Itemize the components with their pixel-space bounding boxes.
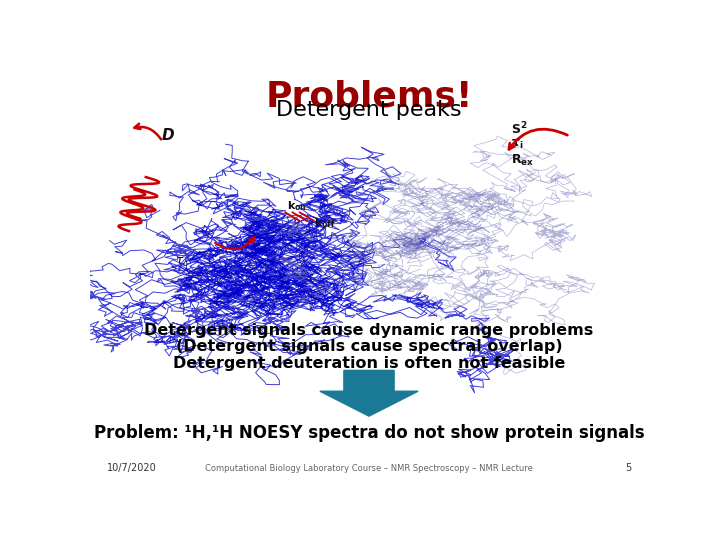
Text: 5: 5 — [625, 463, 631, 473]
Text: $\mathbf{R_{ex}}$: $\mathbf{R_{ex}}$ — [511, 153, 534, 168]
Text: $\mathbf{k_{off}}$: $\mathbf{k_{off}}$ — [313, 216, 336, 229]
Text: $\tau_c$: $\tau_c$ — [175, 256, 189, 269]
Text: Detergent deuteration is often not feasible: Detergent deuteration is often not feasi… — [173, 356, 565, 371]
Polygon shape — [320, 370, 418, 416]
Text: Problems!: Problems! — [265, 79, 473, 113]
Text: $\mathbf{\tau_i}$: $\mathbf{\tau_i}$ — [511, 138, 523, 151]
Text: (Detergent signals cause spectral overlap): (Detergent signals cause spectral overla… — [176, 339, 562, 354]
Text: Detergent signals cause dynamic range problems: Detergent signals cause dynamic range pr… — [145, 322, 593, 338]
Text: 10/7/2020: 10/7/2020 — [107, 463, 156, 473]
Text: D: D — [162, 128, 174, 143]
Text: $\mathbf{S^2}$: $\mathbf{S^2}$ — [511, 121, 528, 138]
Text: Detergent peaks: Detergent peaks — [276, 100, 462, 120]
Text: $\mathbf{k_{on}}$: $\mathbf{k_{on}}$ — [287, 199, 306, 213]
Text: Problem: ¹H,¹H NOESY spectra do not show protein signals: Problem: ¹H,¹H NOESY spectra do not show… — [94, 424, 644, 442]
Text: Computational Biology Laboratory Course – NMR Spectroscopy – NMR Lecture: Computational Biology Laboratory Course … — [205, 464, 533, 473]
